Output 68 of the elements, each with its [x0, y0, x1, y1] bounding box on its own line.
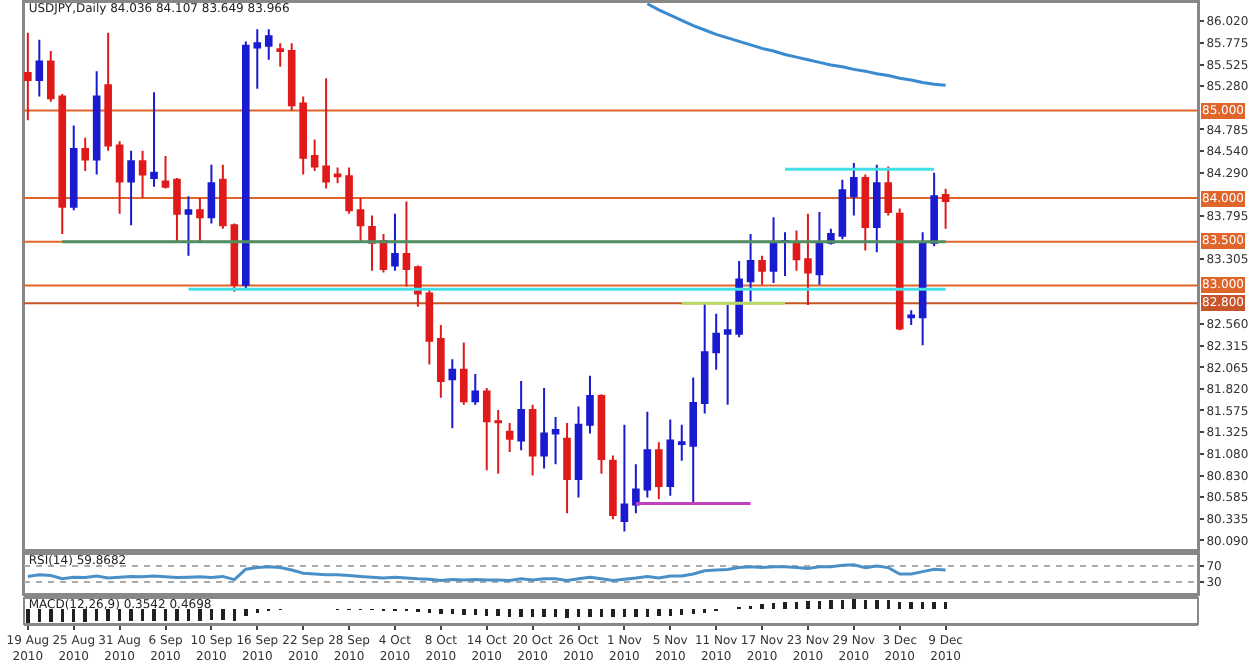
candlestick	[115, 140, 124, 215]
candlestick	[322, 77, 330, 190]
candlestick	[723, 303, 732, 406]
candlestick	[861, 173, 870, 252]
candlestick	[930, 171, 938, 248]
candlestick	[563, 422, 571, 515]
candlestick	[517, 380, 525, 452]
candlestick	[356, 197, 365, 244]
candlestick	[104, 31, 112, 152]
candlestick	[792, 229, 801, 272]
candlestick	[459, 341, 468, 406]
candlestick	[781, 231, 789, 277]
candlestick	[586, 374, 594, 435]
candlestick	[81, 136, 90, 172]
candlestick	[609, 454, 617, 521]
candlestick	[35, 38, 44, 98]
candlestick	[941, 187, 950, 230]
candlestick	[264, 28, 273, 61]
candlestick	[219, 163, 227, 230]
candlestick	[505, 422, 514, 453]
candlestick	[918, 231, 927, 347]
candlestick	[310, 138, 319, 172]
candlestick	[620, 423, 629, 533]
line-series	[645, 2, 948, 87]
candlestick	[666, 418, 675, 497]
candlestick	[907, 309, 915, 327]
candlestick	[884, 165, 893, 217]
candlestick	[150, 91, 158, 188]
candlestick	[769, 216, 778, 284]
candlestick	[448, 358, 457, 430]
candlestick	[368, 214, 376, 272]
candlestick	[815, 211, 824, 286]
candlestick	[184, 195, 193, 257]
candlestick	[24, 31, 32, 122]
line-series	[26, 563, 948, 582]
candlestick	[895, 207, 904, 332]
candlestick	[414, 264, 422, 308]
candlestick	[196, 197, 204, 242]
candlestick	[402, 200, 411, 288]
candlestick	[735, 260, 743, 339]
candlestick	[643, 410, 652, 499]
candlestick	[850, 162, 858, 217]
candlestick	[551, 415, 560, 466]
candlestick	[471, 373, 480, 406]
candlestick	[69, 124, 78, 212]
candlestick	[92, 70, 101, 176]
candlestick	[574, 405, 583, 499]
candlestick	[425, 287, 434, 366]
candlestick	[437, 324, 445, 399]
candlestick	[655, 441, 663, 501]
candlestick	[804, 212, 812, 306]
candlestick	[597, 393, 606, 475]
candlestick	[345, 166, 353, 215]
candlestick	[173, 176, 181, 242]
candlestick	[838, 178, 847, 241]
candlestick	[758, 254, 766, 286]
candlestick	[276, 42, 285, 68]
candlestick	[161, 155, 170, 190]
candlestick	[872, 163, 881, 254]
candlestick	[632, 463, 640, 515]
candlestick	[746, 232, 755, 303]
candlestick	[391, 212, 399, 272]
candlestick	[207, 163, 216, 225]
candlestick	[528, 403, 537, 477]
candlestick	[333, 166, 342, 185]
candlestick	[540, 387, 548, 470]
candlestick	[138, 149, 147, 200]
candlestick	[127, 149, 135, 227]
